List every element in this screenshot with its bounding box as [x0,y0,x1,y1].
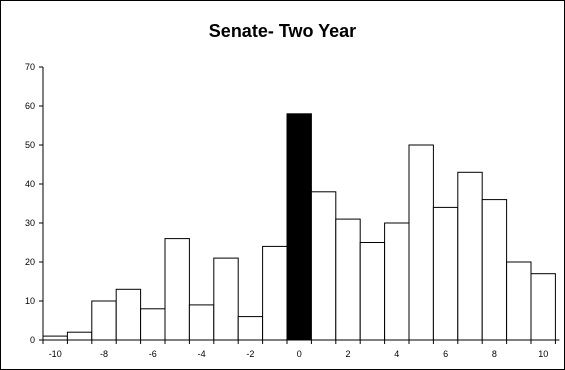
y-tick-label-60: 60 [25,101,35,111]
bar-x-7 [457,171,483,341]
y-tick-label-70: 70 [25,62,35,72]
bar-x-4 [384,222,410,341]
bar-x--10 [42,335,68,341]
bar-x--4 [188,304,215,341]
bar-x--2 [237,316,264,341]
bar-x--9 [66,331,93,341]
y-tick-label-40: 40 [25,179,35,189]
x-tick-label-6: 6 [443,349,448,359]
bar-x--1 [262,245,288,341]
x-tick-label--8: -8 [100,349,108,359]
bars-group [42,113,556,341]
y-tick-label-10: 10 [25,296,35,306]
x-tick-label--10: -10 [49,349,62,359]
bar-x-2 [335,218,361,341]
x-tick-label--6: -6 [149,349,157,359]
bar-x--7 [115,288,142,341]
bar-x-0 [286,113,312,341]
x-tick-label-0: 0 [297,349,302,359]
x-tick-label-2: 2 [345,349,350,359]
y-tick-label-30: 30 [25,218,35,228]
x-tick-label-4: 4 [394,349,399,359]
bar-x-1 [310,191,337,341]
x-tick-label-10: 10 [538,349,548,359]
bar-x-9 [506,261,532,341]
x-tick-label--2: -2 [246,349,254,359]
bar-x--5 [164,238,190,341]
y-tick-label-50: 50 [25,140,35,150]
bar-x--8 [91,300,117,341]
chart-title: Senate- Two Year [208,21,357,41]
bar-x-5 [408,144,434,341]
y-tick-label-0: 0 [30,335,35,345]
bar-x-8 [481,199,508,341]
y-tick-label-20: 20 [25,257,35,267]
x-tick-label-8: 8 [492,349,497,359]
bar-x-6 [432,206,459,341]
bar-x-10 [530,273,556,341]
bar-x--6 [140,308,166,341]
axes-group: 0 10 20 30 40 50 60 70 -10 -8 -6 -4 -2 0 2 4 6 8 10 [25,62,560,359]
bar-x--3 [213,257,239,341]
bar-x-3 [359,242,386,341]
x-tick-label--4: -4 [198,349,206,359]
